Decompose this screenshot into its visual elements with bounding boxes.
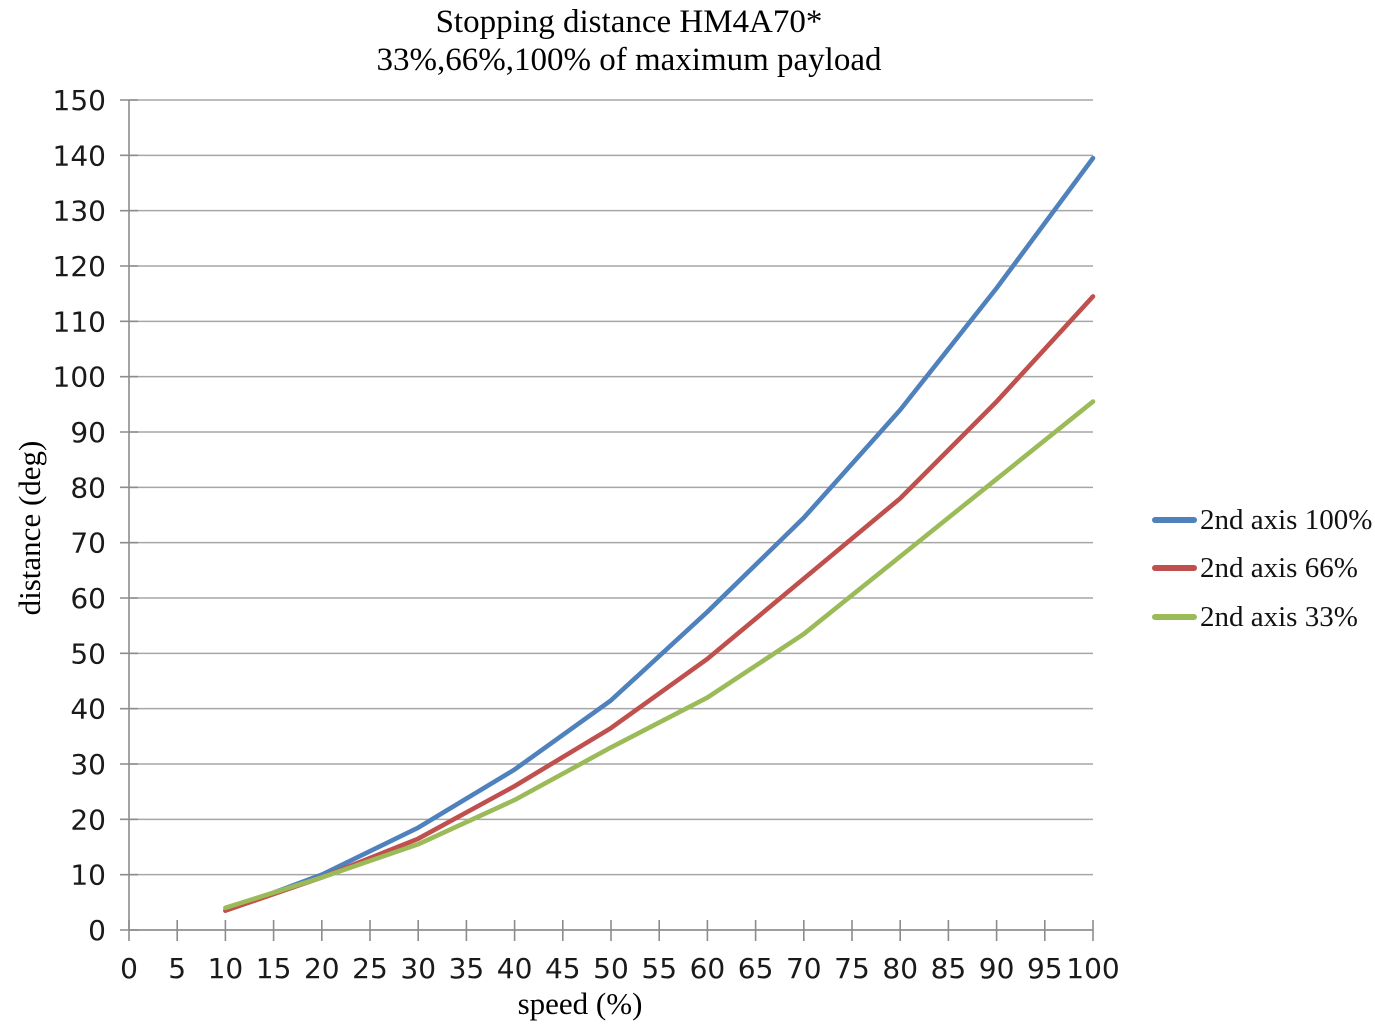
y-tick-label-110: 110	[53, 305, 106, 338]
legend-label: 2nd axis 33%	[1200, 600, 1358, 633]
legend-line-blue-icon	[1152, 517, 1197, 523]
x-tick-label-15: 15	[256, 952, 292, 985]
y-tick-label-50: 50	[70, 637, 106, 670]
x-tick-label-30: 30	[400, 952, 436, 985]
legend-line-red-icon	[1152, 565, 1197, 571]
y-tick-label-30: 30	[70, 748, 106, 781]
legend-label: 2nd axis 100%	[1200, 503, 1373, 536]
y-tick-label-150: 150	[53, 84, 106, 117]
x-tick-label-0: 0	[120, 952, 138, 985]
y-tick-label-140: 140	[53, 139, 106, 172]
legend-item-100: 2nd axis 100%	[1152, 503, 1373, 536]
y-axis-title: distance (deg)	[12, 440, 47, 616]
legend-line-green-icon	[1152, 614, 1197, 620]
x-tick-label-80: 80	[882, 952, 918, 985]
y-tick-label-80: 80	[70, 471, 106, 504]
x-tick-label-100: 100	[1066, 952, 1119, 985]
x-tick-label-70: 70	[786, 952, 822, 985]
chart-title-block: Stopping distance HM4A70* 33%,66%,100% o…	[0, 4, 1258, 79]
x-tick-label-60: 60	[690, 952, 726, 985]
y-tick-label-40: 40	[70, 693, 106, 726]
y-tick-label-70: 70	[70, 527, 106, 560]
y-tick-label-120: 120	[53, 250, 106, 283]
x-tick-label-95: 95	[1027, 952, 1063, 985]
x-axis-title: speed (%)	[517, 986, 643, 1021]
y-tick-label-20: 20	[70, 803, 106, 836]
legend-item-66: 2nd axis 66%	[1152, 551, 1358, 584]
x-tick-label-25: 25	[352, 952, 388, 985]
y-tick-label-90: 90	[70, 416, 106, 449]
x-tick-label-40: 40	[497, 952, 533, 985]
series-line-2nd-axis-100-	[223, 155, 1096, 913]
x-tick-label-65: 65	[738, 952, 774, 985]
x-tick-label-45: 45	[545, 952, 581, 985]
series-line-2nd-axis-66-	[223, 294, 1096, 913]
x-tick-label-75: 75	[834, 952, 870, 985]
chart-subtitle: 33%,66%,100% of maximum payload	[376, 41, 882, 78]
y-tick-label-130: 130	[53, 195, 106, 228]
legend-label: 2nd axis 66%	[1200, 551, 1358, 584]
chart-title: Stopping distance HM4A70*	[435, 4, 823, 40]
x-tick-label-55: 55	[641, 952, 677, 985]
y-tick-label-60: 60	[70, 582, 106, 615]
x-tick-label-10: 10	[208, 952, 244, 985]
y-tick-label-100: 100	[53, 361, 106, 394]
legend-item-33: 2nd axis 33%	[1152, 600, 1358, 633]
x-tick-label-35: 35	[449, 952, 485, 985]
x-tick-label-85: 85	[931, 952, 967, 985]
x-tick-label-20: 20	[304, 952, 340, 985]
x-tick-label-5: 5	[168, 952, 186, 985]
x-tick-label-90: 90	[979, 952, 1015, 985]
series-line-2nd-axis-33-	[223, 399, 1096, 911]
x-tick-label-50: 50	[593, 952, 629, 985]
y-tick-label-10: 10	[70, 859, 106, 892]
y-tick-label-0: 0	[88, 914, 106, 947]
